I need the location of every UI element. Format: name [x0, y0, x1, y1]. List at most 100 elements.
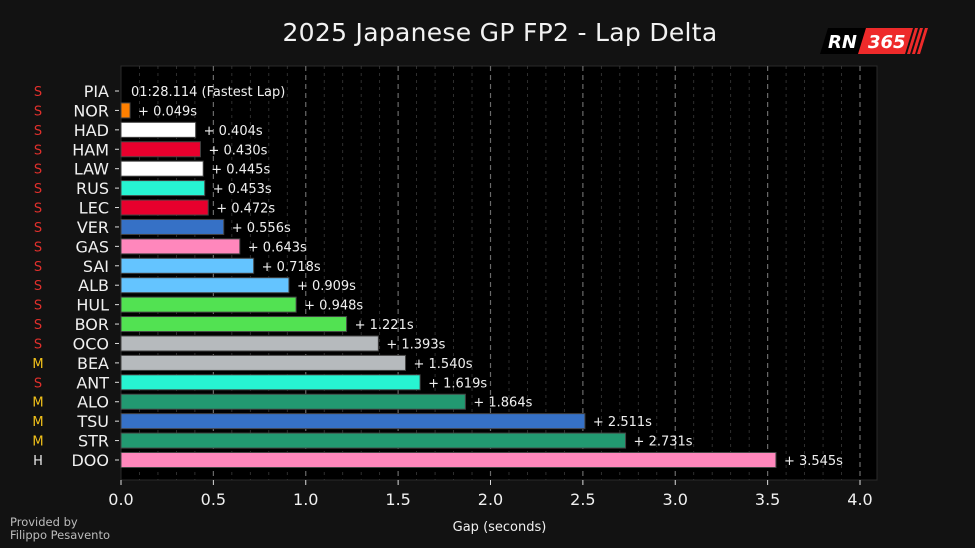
bar-tsu — [120, 413, 586, 430]
xtick-label: 2.5 — [570, 490, 595, 509]
tyre-compound-str: M — [32, 435, 43, 450]
driver-label-oco: OCO — [73, 334, 109, 353]
xtick-label: 0.5 — [201, 490, 226, 509]
xtick-label: 2.0 — [478, 490, 503, 509]
credit-line-2: Filippo Pesavento — [10, 528, 111, 542]
bar-had — [120, 121, 197, 138]
tyre-compound-rus: S — [34, 182, 42, 197]
driver-label-hul: HUL — [76, 296, 109, 315]
driver-label-nor: NOR — [73, 101, 109, 120]
gap-label-str: + 2.731s — [634, 435, 693, 450]
driver-label-lec: LEC — [79, 199, 109, 218]
gap-label-hul: + 0.948s — [304, 299, 363, 314]
gap-label-nor: + 0.049s — [138, 104, 197, 119]
gap-label-gas: + 0.643s — [248, 240, 307, 255]
driver-label-bea: BEA — [77, 354, 109, 373]
tyre-compound-hul: S — [34, 299, 42, 314]
logo-text-365: 365 — [868, 32, 906, 53]
driver-label-alo: ALO — [77, 393, 109, 412]
xtick-label: 4.0 — [847, 490, 872, 509]
tyre-compound-lec: S — [34, 202, 42, 217]
tyre-compound-tsu: M — [32, 415, 43, 430]
credit-line-1: Provided by — [10, 515, 78, 529]
logo-stripe — [912, 28, 923, 54]
gap-label-ant: + 1.619s — [428, 376, 487, 391]
gap-label-oco: + 1.393s — [386, 337, 445, 352]
tyre-compound-alb: S — [34, 279, 42, 294]
bar-bor — [120, 316, 348, 333]
bar-alb — [120, 277, 290, 294]
tyre-compound-ant: S — [34, 376, 42, 391]
bar-nor — [120, 102, 131, 119]
logo-black-panel — [820, 28, 868, 54]
chart-title: 2025 Japanese GP FP2 - Lap Delta — [282, 18, 718, 47]
tyre-compound-pia: S — [34, 85, 42, 100]
tyre-compound-ver: S — [34, 221, 42, 236]
rn365-logo: RN 365 — [820, 28, 928, 54]
driver-label-alb: ALB — [78, 276, 109, 295]
fastest-lap-label: 01:28.114 (Fastest Lap) — [131, 85, 285, 100]
driver-label-ant: ANT — [76, 373, 109, 392]
tyre-compound-law: S — [34, 163, 42, 178]
bar-law — [120, 160, 204, 177]
driver-label-gas: GAS — [76, 237, 110, 256]
driver-label-law: LAW — [74, 160, 109, 179]
xtick-label: 1.5 — [385, 490, 410, 509]
driver-label-ham: HAM — [72, 140, 109, 159]
bar-rus — [120, 180, 206, 197]
bar-hul — [120, 296, 297, 313]
logo-red-panel — [858, 28, 913, 54]
xtick-label: 3.5 — [755, 490, 780, 509]
bar-oco — [120, 335, 379, 352]
bar-doo — [120, 452, 777, 468]
tyre-compound-oco: S — [34, 337, 42, 352]
tyre-compound-ham: S — [34, 143, 42, 158]
driver-label-str: STR — [78, 432, 109, 451]
gap-label-doo: + 3.545s — [784, 454, 843, 469]
logo-text-rn: RN — [828, 32, 857, 53]
gap-label-bea: + 1.540s — [414, 357, 473, 372]
gap-label-alo: + 1.864s — [473, 396, 532, 411]
tyre-compound-doo: H — [33, 454, 43, 469]
bar-ver — [120, 218, 225, 235]
bar-bea — [120, 354, 407, 371]
tyre-compound-nor: S — [34, 104, 42, 119]
tyre-compound-sai: S — [34, 260, 42, 275]
xtick-label: 1.0 — [293, 490, 318, 509]
tyre-compound-bor: S — [34, 318, 42, 333]
bar-ham — [120, 141, 201, 158]
tyre-compound-gas: S — [34, 240, 42, 255]
gap-label-law: + 0.445s — [211, 163, 270, 178]
bar-alo — [120, 393, 466, 410]
gap-label-rus: + 0.453s — [213, 182, 272, 197]
gap-label-lec: + 0.472s — [216, 202, 275, 217]
driver-label-doo: DOO — [71, 451, 109, 470]
logo-stripe — [907, 28, 918, 54]
tyre-compound-bea: M — [32, 357, 43, 372]
tyre-compound-had: S — [34, 124, 42, 139]
gap-label-ver: + 0.556s — [232, 221, 291, 236]
driver-label-sai: SAI — [83, 257, 109, 276]
bar-lec — [120, 199, 209, 216]
gap-label-alb: + 0.909s — [297, 279, 356, 294]
driver-label-bor: BOR — [75, 315, 109, 334]
gap-label-sai: + 0.718s — [262, 260, 321, 275]
xtick-label: 0.0 — [108, 490, 133, 509]
driver-label-tsu: TSU — [76, 412, 109, 431]
bar-ant — [120, 374, 421, 391]
gap-label-tsu: + 2.511s — [593, 415, 652, 430]
gap-label-ham: + 0.430s — [208, 143, 267, 158]
gap-label-bor: + 1.221s — [355, 318, 414, 333]
xtick-label: 3.0 — [663, 490, 688, 509]
logo-stripe — [917, 28, 928, 54]
gap-label-had: + 0.404s — [204, 124, 263, 139]
driver-label-ver: VER — [77, 218, 109, 237]
driver-label-had: HAD — [74, 121, 109, 140]
bar-str — [120, 432, 627, 449]
bar-sai — [120, 257, 255, 274]
x-axis-title: Gap (seconds) — [453, 520, 547, 535]
bar-gas — [120, 238, 241, 255]
driver-label-rus: RUS — [76, 179, 109, 198]
tyre-compound-alo: M — [32, 396, 43, 411]
